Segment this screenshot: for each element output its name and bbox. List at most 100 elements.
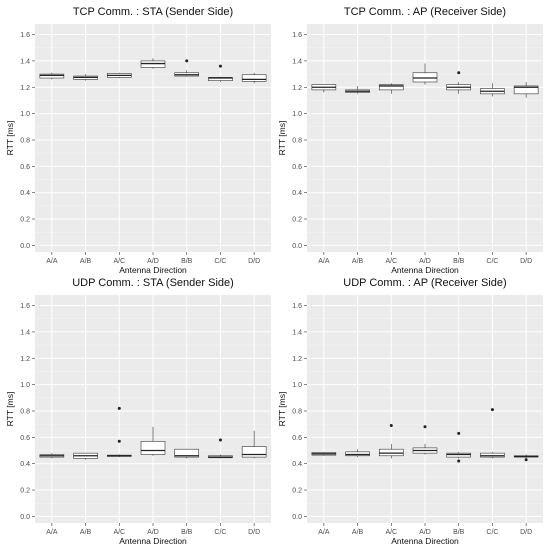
panel-2-x-axis-title: Antenna Direction [391,265,459,275]
panel-3-x-tick-label: B/B [181,529,193,536]
panel-3-y-axis-title: RTT [ms] [5,392,15,427]
panel-1-y-tick-label: 1.6 [20,32,30,39]
panel-2-y-tick-label: 0.4 [292,190,302,197]
panel-4-x-tick-label: B/B [453,529,465,536]
panel-1-y-tick-label: 0.6 [20,164,30,171]
panel-4-x-tick-label: C/C [486,529,498,536]
panel-1-box [241,74,267,82]
panel-1-box [208,77,233,81]
panel-2-x-tick-label: A/B [352,258,364,265]
panel-4-title: UDP Comm. : AP (Receiver Side) [343,277,506,289]
panel-2-box [378,84,404,91]
panel-1-x-tick-label: B/B [181,258,193,265]
panel-4-y-axis-title: RTT [ms] [277,392,287,427]
panel-3-x-tick-label: A/A [46,529,58,536]
panel-2-x-tick-label: A/D [419,258,431,265]
panel-1-outlier-point [218,64,222,68]
panel-4-y-tick-label: 0.6 [292,435,302,442]
panel-3-y-tick-label: 1.6 [20,303,30,310]
panel-1-title: TCP Comm. : STA (Sender Side) [73,6,233,18]
panel-1-box [39,73,65,79]
panel-3-y-tick-label: 0.2 [20,488,30,495]
panel-2-y-tick-label: 1.6 [292,32,302,39]
panel-4-x-tick-label: A/C [385,529,397,536]
panel-3-outlier-point [117,406,121,410]
panel-3-x-tick-label: A/B [80,529,92,536]
panel-2-y-tick-label: 1.4 [292,58,302,65]
panel-2-y-tick-label: 0.6 [292,164,302,171]
panel-3-y-tick-label: 1.0 [20,382,30,389]
panel-4-y-tick-label: 1.0 [292,382,302,389]
panel-3-outlier-point [218,438,222,442]
panel-4-x-tick-label: A/D [419,529,431,536]
panel-1-y-tick-label: 0.4 [20,190,30,197]
panel-4-y-tick-label: 1.4 [292,329,302,336]
panel-2-box [412,72,438,83]
panel-4-y-tick-label: 1.6 [292,303,302,310]
panel-4-x-tick-label: A/B [352,529,364,536]
panel-2-x-tick-label: D/D [520,258,532,265]
panel-1-y-tick-label: 1.0 [20,111,30,118]
panel-3-y-tick-label: 1.2 [20,356,30,363]
panel-4-y-tick-label: 0.8 [292,408,302,415]
panel-3-box [241,446,267,458]
panel-4-box [378,448,404,457]
panel-2-y-axis-title: RTT [ms] [277,121,287,156]
panel-1-x-tick-label: A/A [46,258,58,265]
panel-4-outlier-point [524,458,528,462]
panel-1-y-tick-label: 1.4 [20,58,30,65]
panel-3-x-axis-title: Antenna Direction [119,536,187,546]
panel-1-x-tick-label: D/D [248,258,260,265]
panel-3-y-tick-label: 1.4 [20,329,30,336]
panel-2-x-tick-label: A/C [385,258,397,265]
panel-4-box [480,452,505,458]
panel-1-x-tick-label: A/D [147,258,159,265]
panel-4-outlier-point [490,408,494,412]
panel-4-outlier-point [389,423,393,427]
panel-2-x-tick-label: A/A [318,258,330,265]
panel-2-y-tick-label: 1.0 [292,111,302,118]
panel-2-title: TCP Comm. : AP (Receiver Side) [344,6,506,18]
panel-1-y-tick-label: 0.8 [20,137,30,144]
panel-1-box [140,60,166,68]
panel-4-box [446,452,472,458]
panel-3-x-tick-label: C/C [214,529,226,536]
panel-1-outlier-point [185,59,189,63]
panel-4-y-tick-label: 0.2 [292,488,302,495]
panel-3-y-tick-label: 0.8 [20,408,30,415]
panel-1-x-axis-title: Antenna Direction [119,265,187,275]
panel-4-x-tick-label: D/D [520,529,532,536]
panel-4-box [345,451,370,457]
panel-1-x-tick-label: A/C [113,258,125,265]
panel-2-y-tick-label: 0.8 [292,137,302,144]
panel-2-y-tick-label: 0.2 [292,217,302,224]
panel-4-outlier-point [423,425,427,429]
panel-1-y-tick-label: 0.2 [20,217,30,224]
panel-3-box [140,440,166,455]
panel-3-y-tick-label: 0.0 [20,514,30,521]
panel-3-outlier-point [117,439,121,443]
panel-3-x-tick-label: A/C [113,529,125,536]
panel-4-outlier-point [457,431,461,435]
panel-2-x-tick-label: C/C [486,258,498,265]
panel-4-outlier-point [457,459,461,463]
panel-2-y-tick-label: 1.2 [292,85,302,92]
panel-3-x-tick-label: A/D [147,529,159,536]
panel-1-x-tick-label: A/B [80,258,92,265]
panel-4-y-tick-label: 0.0 [292,514,302,521]
panel-2-box [513,85,539,95]
panel-3-y-tick-label: 0.4 [20,461,30,468]
panel-1-x-tick-label: C/C [214,258,226,265]
panel-4-x-tick-label: A/A [318,529,330,536]
panel-3-x-tick-label: D/D [248,529,260,536]
panel-4-x-axis-title: Antenna Direction [391,536,459,546]
panel-2-x-tick-label: B/B [453,258,465,265]
panel-3-title: UDP Comm. : STA (Sender Side) [72,277,234,289]
panel-3-box [174,448,200,458]
panel-1-y-tick-label: 0.0 [20,243,30,250]
panel-4-y-tick-label: 0.4 [292,461,302,468]
panel-3-y-tick-label: 0.6 [20,435,30,442]
panel-1-y-axis-title: RTT [ms] [5,121,15,156]
panel-2-outlier-point [457,71,461,75]
